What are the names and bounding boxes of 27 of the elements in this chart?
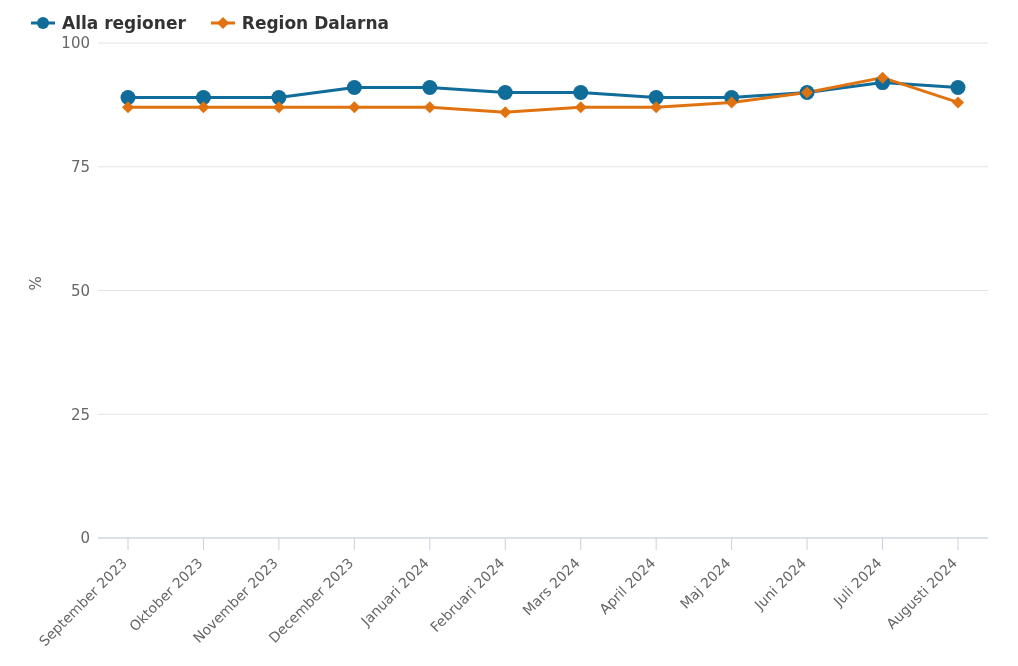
point: [725, 96, 738, 109]
point: [423, 101, 436, 114]
point: [195, 89, 211, 105]
point: [952, 96, 964, 109]
y-tick-label: 25: [70, 405, 90, 424]
y-tick-label: 50: [70, 281, 90, 300]
point: [122, 101, 134, 114]
point: [499, 106, 512, 119]
point: [422, 80, 438, 96]
point: [650, 101, 663, 114]
point: [573, 85, 589, 100]
y-tick-label: 100: [61, 34, 90, 53]
legend-label: Region Dalarna: [241, 13, 389, 33]
point: [574, 101, 587, 114]
point: [346, 80, 362, 96]
point: [348, 101, 361, 114]
point: [497, 85, 513, 100]
point: [876, 71, 889, 84]
legend-label: Alla regioner: [62, 13, 186, 33]
y-tick-label: 0: [80, 529, 90, 548]
y-axis-title: %: [27, 276, 46, 291]
point: [271, 89, 287, 105]
point: [648, 89, 664, 105]
point: [120, 89, 136, 105]
point: [197, 101, 210, 114]
point: [950, 80, 966, 96]
y-tick-label: 75: [70, 158, 90, 177]
